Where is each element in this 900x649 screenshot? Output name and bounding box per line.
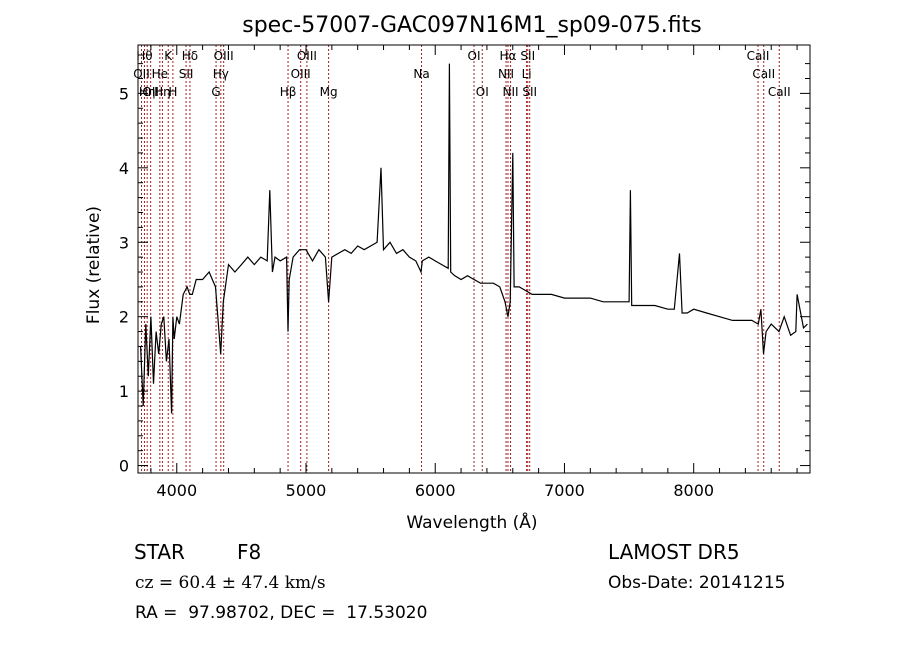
star-subclass: F8 <box>237 540 262 564</box>
line-marker-label: SII <box>179 67 194 81</box>
line-marker-label: Hη <box>154 85 171 99</box>
spectral-line-labels: OIIHθHηOIIHeHηKHSIIHδGHγOIIIHβOIIIOIIIMg… <box>133 49 790 99</box>
observation-date: Obs-Date: 20141215 <box>608 573 786 593</box>
line-marker-label: Hβ <box>280 85 297 99</box>
spectrum-line <box>140 63 808 414</box>
y-tick-label: 5 <box>119 84 129 103</box>
spectral-line-markers <box>140 45 780 473</box>
x-tick-label: 8000 <box>673 481 714 500</box>
line-marker-label: CaII <box>768 85 791 99</box>
x-tick-label: 7000 <box>544 481 585 500</box>
line-marker-label: OIII <box>297 49 317 63</box>
x-tick-label: 6000 <box>415 481 456 500</box>
line-marker-label: OIII <box>291 67 311 81</box>
survey-name: LAMOST DR5 <box>608 540 740 564</box>
x-tick-label: 4000 <box>156 481 197 500</box>
line-marker-label: K <box>164 49 173 63</box>
line-marker-label: Hα <box>500 49 517 63</box>
y-tick-label: 0 <box>119 457 129 476</box>
line-marker-label: He <box>152 67 168 81</box>
line-marker-label: Mg <box>320 85 338 99</box>
line-marker-label: OII <box>142 85 159 99</box>
y-tick-label: 2 <box>119 308 129 327</box>
chart-title: spec-57007-GAC097N16M1_sp09-075.fits <box>242 13 702 38</box>
line-marker-label: H <box>168 85 177 99</box>
line-marker-label: CaII <box>752 67 775 81</box>
line-marker-label: Hθ <box>136 49 152 63</box>
line-marker-label: OII <box>133 67 150 81</box>
x-axis: 4000 5000 6000 7000 8000 <box>150 45 798 500</box>
plot-frame <box>137 44 811 474</box>
line-marker-label: OI <box>468 49 481 63</box>
y-tick-label: 1 <box>119 382 129 401</box>
line-marker-label: CaII <box>747 49 770 63</box>
line-marker-label: G <box>211 85 220 99</box>
line-marker-label: NII <box>503 85 519 99</box>
redshift-velocity: cz = 60.4 ± 47.4 km/s <box>135 573 326 593</box>
line-marker-label: SII <box>522 85 537 99</box>
line-marker-label: NII <box>498 67 514 81</box>
line-marker-label: SII <box>520 49 535 63</box>
x-tick-label: 5000 <box>286 481 327 500</box>
star-class: STAR <box>134 540 185 564</box>
line-marker-label: Na <box>413 67 429 81</box>
x-axis-label: Wavelength (Å) <box>406 511 537 533</box>
y-axis-label: Flux (relative) <box>84 206 104 324</box>
line-marker-label: OI <box>476 85 489 99</box>
y-tick-label: 4 <box>119 159 129 178</box>
y-axis: 0 1 2 3 4 5 <box>119 63 810 476</box>
line-marker-label: Hδ <box>182 49 198 63</box>
line-marker-label: Hγ <box>213 67 229 81</box>
line-marker-label: OIII <box>214 49 234 63</box>
line-marker-label: Li <box>522 67 532 81</box>
coordinates: RA = 97.98702, DEC = 17.53020 <box>135 603 428 623</box>
line-marker-label: Hη <box>139 85 156 99</box>
y-tick-label: 3 <box>119 233 129 252</box>
